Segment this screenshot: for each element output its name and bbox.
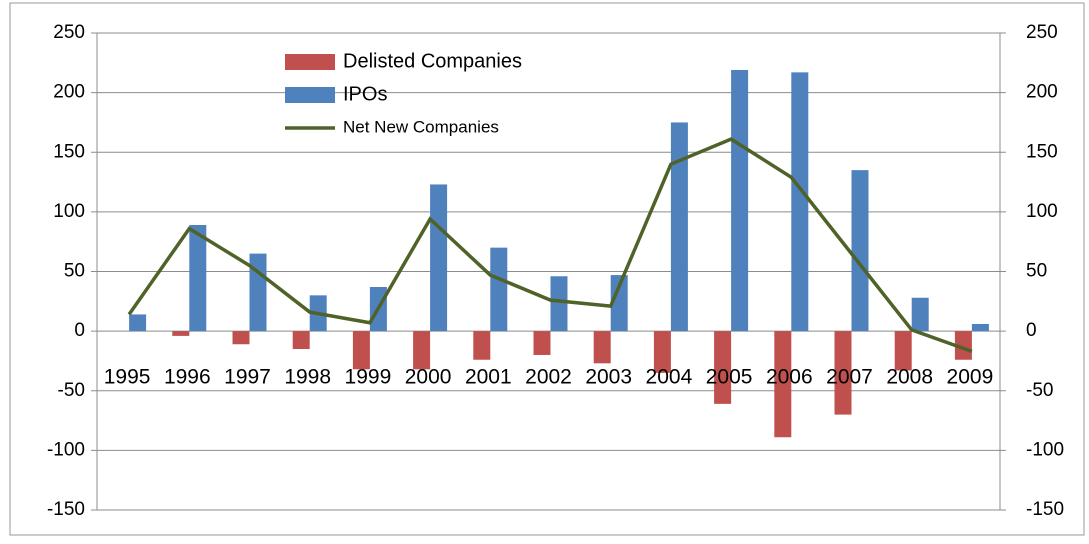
y2-tick-label: -150 <box>1026 499 1064 520</box>
y2-tick-label: 250 <box>1026 22 1058 43</box>
bar <box>352 331 370 370</box>
y-tick-label: -150 <box>47 499 85 520</box>
y-tick-label: 150 <box>53 141 85 162</box>
bar <box>550 276 568 332</box>
bar <box>249 253 267 332</box>
bar <box>232 331 250 345</box>
bar <box>774 331 792 438</box>
y2-tick-label: 50 <box>1026 261 1047 282</box>
x-tick-label: 2002 <box>525 366 572 389</box>
bar <box>670 122 688 332</box>
y2-tick-label: -50 <box>1026 380 1053 401</box>
x-tick-label: 1995 <box>104 366 151 389</box>
y-tick-label: 50 <box>64 261 85 282</box>
y-tick-label: 200 <box>53 82 85 103</box>
bar <box>911 297 929 332</box>
bar <box>430 184 448 332</box>
y2-tick-label: 150 <box>1026 141 1058 162</box>
legend-swatch <box>285 54 335 70</box>
bar <box>714 331 732 404</box>
y2-tick-label: 0 <box>1026 320 1037 341</box>
x-tick-label: 2004 <box>646 366 693 389</box>
chart-border <box>9 2 1085 536</box>
bar <box>971 323 989 332</box>
bar <box>593 331 611 364</box>
x-tick-label: 1999 <box>345 366 392 389</box>
y-tick-label: -100 <box>47 439 85 460</box>
y2-tick-label: 200 <box>1026 82 1058 103</box>
y-tick-label: 0 <box>74 320 85 341</box>
x-tick-label: 2005 <box>706 366 753 389</box>
y2-tick-label: 100 <box>1026 201 1058 222</box>
bar <box>731 69 749 332</box>
legend-label: IPOs <box>343 83 387 105</box>
bar <box>473 331 491 360</box>
y-tick-label: 250 <box>53 22 85 43</box>
bar <box>490 247 508 332</box>
bar <box>172 331 190 336</box>
x-tick-label: 2003 <box>585 366 632 389</box>
bar <box>292 331 310 350</box>
y-tick-label: -50 <box>58 380 85 401</box>
bar <box>610 275 628 332</box>
x-tick-label: 2009 <box>947 366 994 389</box>
bar <box>653 331 671 373</box>
bar <box>894 331 912 371</box>
bar <box>954 331 972 360</box>
y-tick-label: 100 <box>53 201 85 222</box>
bar <box>413 331 431 370</box>
legend-label: Net New Companies <box>343 117 499 136</box>
y2-tick-label: -100 <box>1026 439 1064 460</box>
bar <box>533 331 551 355</box>
bar <box>851 170 869 332</box>
x-tick-label: 2001 <box>465 366 512 389</box>
legend-swatch <box>285 87 335 103</box>
x-tick-label: 1997 <box>224 366 271 389</box>
bar <box>834 331 852 415</box>
x-tick-label: 1996 <box>164 366 211 389</box>
bar <box>791 72 809 332</box>
x-tick-label: 2008 <box>886 366 933 389</box>
bar <box>129 314 147 332</box>
line-series <box>127 137 973 354</box>
x-tick-label: 2007 <box>826 366 873 389</box>
legend-label: Delisted Companies <box>343 50 522 72</box>
x-tick-label: 2006 <box>766 366 813 389</box>
bar <box>189 224 207 332</box>
x-tick-label: 1998 <box>284 366 331 389</box>
x-tick-label: 2000 <box>405 366 452 389</box>
